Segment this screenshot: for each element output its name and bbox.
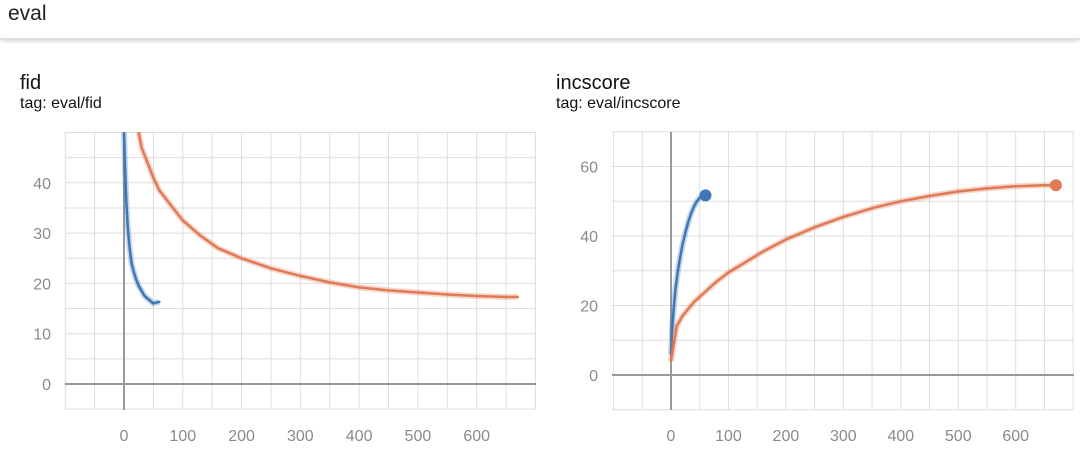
y-tick-label: 30 bbox=[33, 226, 51, 243]
x-tick-label: 100 bbox=[715, 428, 742, 445]
y-tick-label: 0 bbox=[42, 377, 51, 394]
x-tick-label: 300 bbox=[830, 428, 857, 445]
series-end-marker bbox=[1049, 179, 1062, 192]
x-tick-label: 500 bbox=[945, 428, 972, 445]
y-tick-label: 40 bbox=[33, 176, 51, 193]
x-tick-label: 0 bbox=[667, 428, 676, 445]
x-tick-label: 400 bbox=[887, 428, 914, 445]
y-tick-label: 40 bbox=[580, 229, 598, 246]
page-title: eval bbox=[8, 2, 47, 25]
chart-fid: 0 100 200 300 400 500 600 0 10 20 30 40 bbox=[33, 132, 536, 445]
chart-subtitle: tag: eval/fid bbox=[20, 95, 102, 112]
series-line bbox=[122, 132, 161, 305]
chart-title: fid bbox=[20, 72, 42, 94]
chart-title: incscore bbox=[556, 72, 631, 94]
chart-incscore: 0 100 200 300 400 500 600 0 20 40 60 bbox=[580, 131, 1074, 445]
series-line bbox=[669, 194, 707, 356]
x-tick-label: 0 bbox=[120, 428, 129, 445]
x-tick-label: 400 bbox=[346, 428, 373, 445]
x-tick-label: 600 bbox=[1002, 428, 1029, 445]
x-tick-label: 200 bbox=[773, 428, 800, 445]
x-tick-label: 500 bbox=[405, 428, 432, 445]
series-line bbox=[137, 132, 520, 299]
y-tick-label: 20 bbox=[33, 276, 51, 293]
series-end-marker bbox=[699, 189, 712, 202]
y-tick-label: 20 bbox=[580, 299, 598, 316]
chart-subtitle: tag: eval/incscore bbox=[556, 95, 681, 112]
y-tick-label: 60 bbox=[580, 160, 598, 177]
x-tick-label: 200 bbox=[228, 428, 255, 445]
top-bar: eval bbox=[0, 0, 1080, 39]
fid-card: fid tag: eval/fid bbox=[20, 72, 102, 114]
x-tick-label: 300 bbox=[287, 428, 314, 445]
x-tick-label: 100 bbox=[169, 428, 196, 445]
series-line bbox=[669, 184, 1058, 363]
incscore-card: incscore tag: eval/incscore bbox=[556, 72, 681, 114]
y-tick-label: 0 bbox=[589, 368, 598, 385]
y-tick-label: 10 bbox=[33, 327, 51, 344]
x-tick-label: 600 bbox=[463, 428, 490, 445]
